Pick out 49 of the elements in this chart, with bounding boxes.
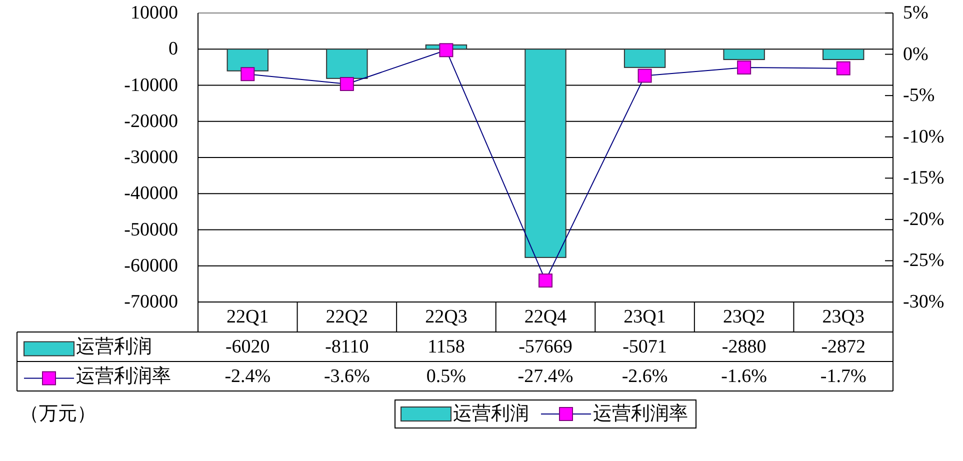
data-label: -2.6%	[622, 366, 668, 387]
x-tick-label: 22Q1	[226, 306, 269, 328]
y2-tick-label: -15%	[903, 168, 944, 189]
data-label: -2880	[722, 336, 766, 358]
x-tick-label: 22Q4	[524, 306, 568, 328]
data-label: -1.7%	[820, 366, 866, 387]
y2-tick-label: -20%	[903, 208, 944, 230]
point	[340, 77, 354, 92]
data-label: -57669	[518, 336, 572, 358]
legend-label: 运营利润	[76, 335, 152, 358]
point	[538, 274, 552, 288]
y2-tick-label: -5%	[903, 85, 935, 106]
point	[240, 67, 255, 82]
point	[836, 61, 850, 76]
annotations: （万元）	[20, 404, 96, 424]
y2-tick-label: 0%	[903, 44, 928, 65]
point	[638, 68, 652, 83]
data-label: -2.4%	[224, 366, 271, 387]
x-tick-label: 22Q2	[326, 306, 368, 328]
data-label: -5071	[622, 336, 667, 358]
data-label: -2872	[821, 336, 866, 358]
x-tick-label: 22Q3	[425, 306, 468, 328]
y2-tick-label: -25%	[903, 250, 944, 272]
y-tick-label: -20000	[124, 110, 178, 132]
data-label: -27.4%	[518, 366, 574, 387]
y-tick-label: 0	[168, 38, 178, 60]
data-label: -6020	[225, 336, 270, 358]
legend-label: 运营利润率	[76, 364, 171, 387]
data-label: -3.6%	[324, 366, 370, 387]
y2-tick-label: -30%	[903, 292, 944, 312]
data-label: -8110	[325, 336, 369, 358]
y2-tick-label: 5%	[903, 2, 928, 24]
data-label: -1.6%	[721, 366, 768, 387]
y-tick-label: -40000	[124, 183, 178, 204]
x-tick-label: 23Q1	[624, 306, 666, 328]
y2-tick-label: -10%	[903, 126, 944, 148]
y-tick-label: -70000	[124, 292, 178, 312]
x-tick-label: 23Q3	[822, 306, 864, 328]
data-label: 0.5%	[426, 366, 466, 387]
y-tick-label: -50000	[124, 219, 178, 240]
point	[439, 43, 454, 58]
y-tick-label: 10000	[130, 2, 178, 24]
y-tick-label: -60000	[124, 255, 178, 276]
data-label: 1158	[428, 336, 465, 358]
legend: 运营利润 运营利润率	[394, 400, 696, 428]
y-tick-label: -10000	[124, 74, 178, 96]
y-tick-label: -30000	[124, 147, 178, 168]
point	[737, 60, 752, 74]
x-tick-label: 23Q2	[722, 306, 766, 328]
